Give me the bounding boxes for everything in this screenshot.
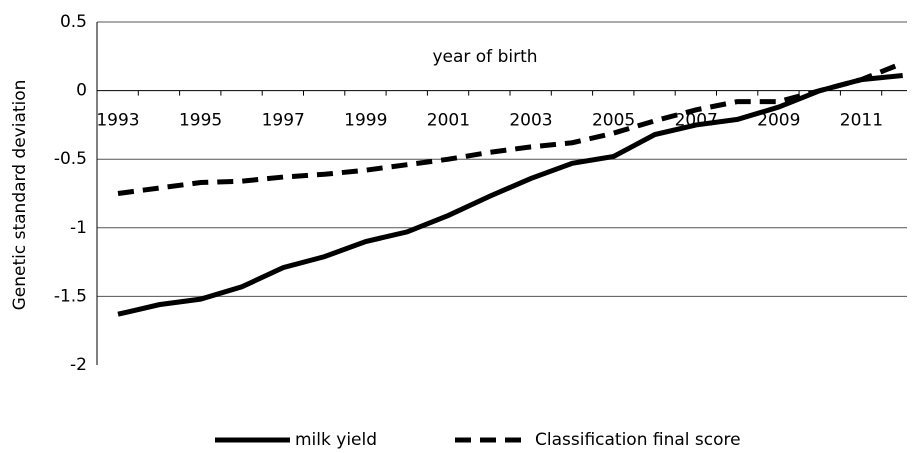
x-tick-label: 2003 bbox=[509, 111, 552, 131]
line-series bbox=[117, 60, 904, 196]
x-tick-label: 1995 bbox=[179, 111, 222, 131]
y-tick-label: 0 bbox=[76, 81, 87, 101]
y-tick-label: -1 bbox=[70, 218, 87, 238]
y-tick-label: -2 bbox=[70, 355, 87, 375]
x-tick-label: 2001 bbox=[427, 111, 470, 131]
legend-label: milk yield bbox=[295, 430, 377, 450]
x-tick-label: 1999 bbox=[344, 111, 387, 131]
x-tick-label: 1997 bbox=[262, 111, 305, 131]
y-tick-label: 0.5 bbox=[60, 12, 87, 32]
y-tick-label: -1.5 bbox=[54, 286, 87, 306]
y-axis-label: Genetic standard deviation bbox=[10, 80, 30, 311]
line-series bbox=[117, 73, 903, 317]
x-tick-label: 2009 bbox=[757, 111, 800, 131]
y-tick-label: -0.5 bbox=[54, 149, 87, 169]
legend-label: Classification final score bbox=[535, 430, 741, 450]
x-tick-label: 2005 bbox=[592, 111, 635, 131]
x-tick-label: 1993 bbox=[96, 111, 139, 131]
x-tick-label: 2011 bbox=[840, 111, 883, 131]
annotation: year of birth bbox=[432, 47, 537, 67]
